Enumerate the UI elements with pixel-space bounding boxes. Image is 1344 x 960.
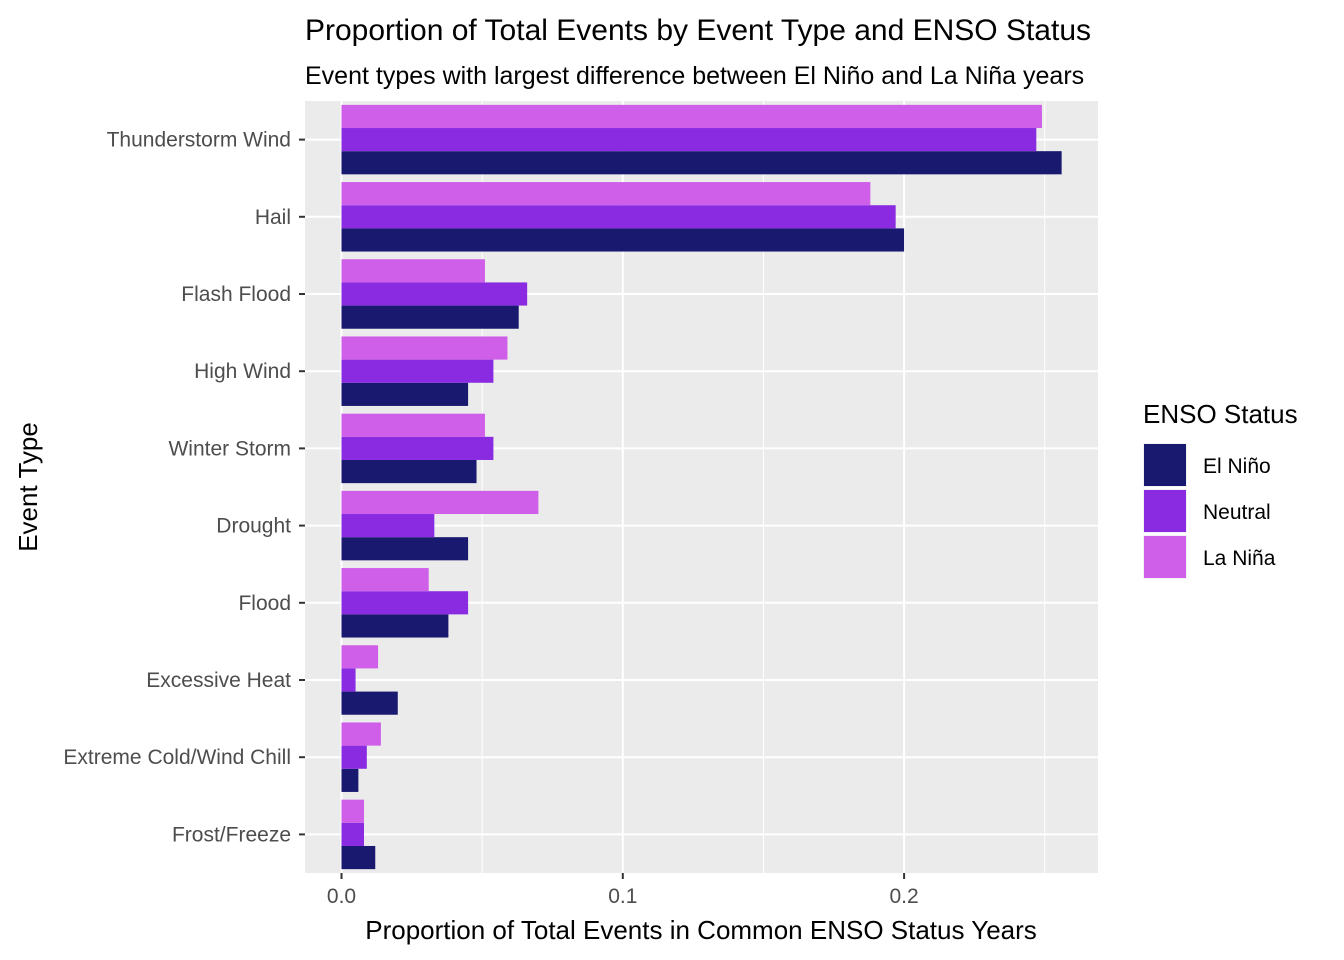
x-tick-label: 0.1 bbox=[608, 885, 637, 908]
y-tick-label: Extreme Cold/Wind Chill bbox=[63, 746, 291, 769]
bar bbox=[341, 282, 528, 306]
bar bbox=[341, 259, 485, 283]
y-tick-label: Excessive Heat bbox=[146, 669, 291, 692]
y-tick-label: Flood bbox=[238, 592, 291, 615]
legend-swatch bbox=[1144, 444, 1186, 486]
bars-layer bbox=[341, 104, 1062, 870]
y-tick-label: Flash Flood bbox=[181, 283, 291, 306]
legend: ENSO Status El Niño Neutral La Niña bbox=[1143, 399, 1298, 579]
bar bbox=[341, 668, 356, 692]
x-axis: 0.0 0.1 0.2 bbox=[327, 873, 919, 908]
chart-title: Proportion of Total Events by Event Type… bbox=[305, 14, 1091, 47]
y-tick-label: Frost/Freeze bbox=[172, 823, 291, 846]
y-axis-title: Event Type bbox=[13, 422, 43, 552]
bar bbox=[341, 799, 365, 823]
bar bbox=[341, 568, 429, 592]
bar bbox=[341, 205, 896, 229]
legend-swatch bbox=[1144, 536, 1186, 578]
y-tick-label: Thunderstorm Wind bbox=[107, 129, 291, 152]
bar bbox=[341, 722, 381, 746]
legend-label: Neutral bbox=[1203, 501, 1271, 524]
legend-items: El Niño Neutral La Niña bbox=[1143, 443, 1276, 579]
x-tick-label: 0.2 bbox=[889, 885, 918, 908]
bar bbox=[341, 490, 539, 515]
y-tick-label: Drought bbox=[216, 515, 291, 538]
x-axis-title: Proportion of Total Events in Common ENS… bbox=[365, 915, 1037, 945]
bar bbox=[341, 436, 494, 460]
legend-swatch bbox=[1144, 490, 1186, 532]
bar bbox=[341, 691, 398, 715]
bar bbox=[341, 745, 367, 769]
bar bbox=[341, 151, 1062, 175]
bar bbox=[341, 128, 1037, 152]
bar bbox=[341, 182, 871, 206]
x-tick-label: 0.0 bbox=[327, 885, 356, 908]
bar bbox=[341, 537, 469, 561]
bar bbox=[341, 359, 494, 383]
y-tick-label: Hail bbox=[255, 206, 291, 229]
bar bbox=[341, 459, 477, 484]
bar bbox=[341, 336, 508, 360]
legend-title: ENSO Status bbox=[1143, 399, 1298, 429]
y-axis: Thunderstorm Wind Hail Flash Flood High Win… bbox=[63, 129, 305, 846]
bar bbox=[341, 822, 365, 846]
bar bbox=[341, 104, 1042, 129]
bar bbox=[341, 591, 469, 615]
y-tick-label: Winter Storm bbox=[168, 437, 291, 460]
legend-label: La Niña bbox=[1203, 547, 1276, 570]
chart-subtitle: Event types with largest difference betw… bbox=[305, 62, 1084, 90]
bar bbox=[341, 845, 376, 870]
bar bbox=[341, 645, 379, 669]
bar bbox=[341, 514, 435, 538]
bar bbox=[341, 305, 519, 329]
bar bbox=[341, 768, 359, 792]
bar bbox=[341, 382, 469, 406]
y-tick-label: High Wind bbox=[194, 360, 291, 383]
bar bbox=[341, 413, 485, 437]
bar bbox=[341, 228, 905, 252]
bar bbox=[341, 614, 449, 638]
legend-label: El Niño bbox=[1203, 455, 1271, 478]
